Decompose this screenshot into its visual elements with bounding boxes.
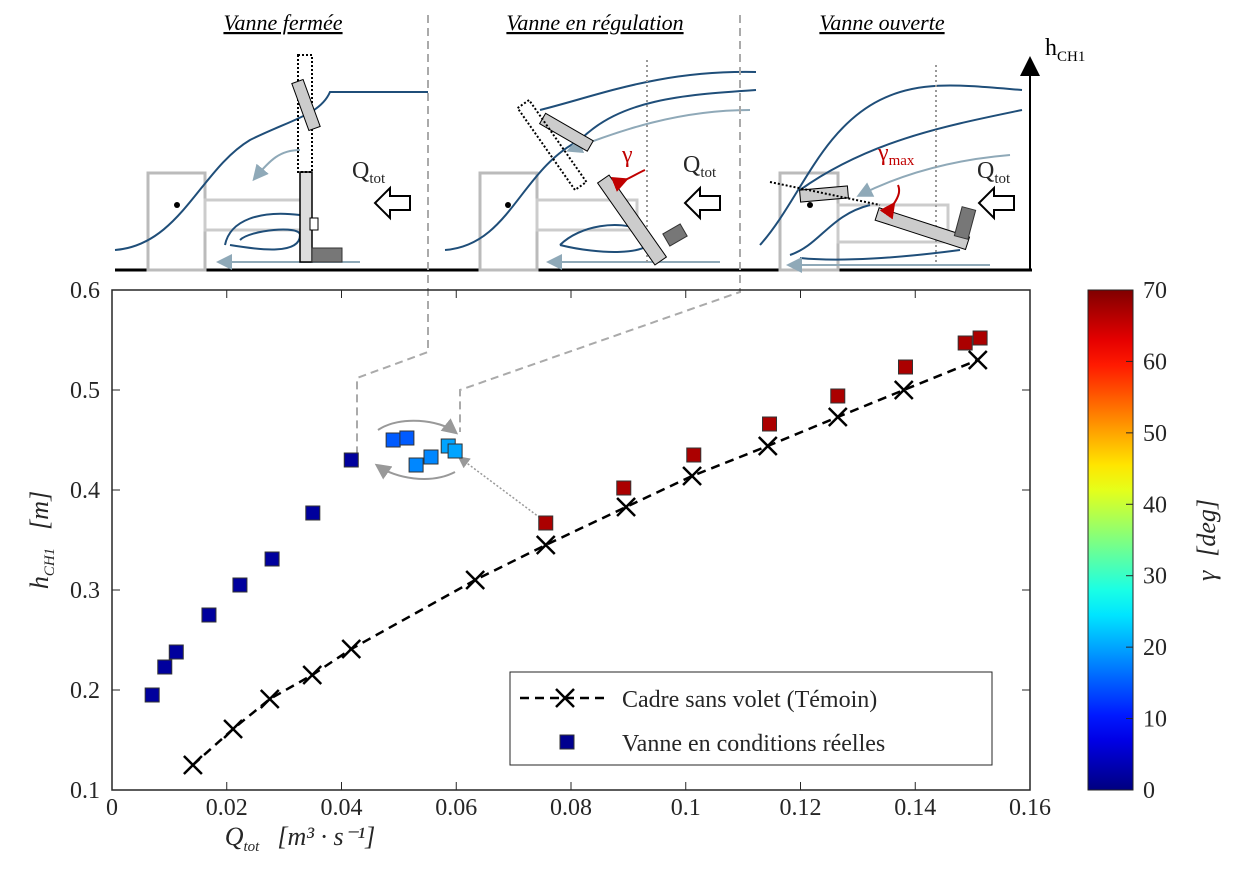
y-label-unit: [m]: [25, 491, 54, 530]
square-marker: [972, 330, 988, 346]
colorbar-tick-label: 0: [1143, 778, 1155, 804]
square-marker: [408, 457, 424, 473]
legend-marker: [555, 688, 575, 708]
flow-sub: tot: [994, 171, 1011, 187]
flow-label: Qtot: [683, 152, 717, 181]
flow-label: Qtot: [352, 158, 386, 187]
x-tick-label: 0.16: [1009, 795, 1051, 821]
colorbar-label-main: γ: [1192, 570, 1221, 581]
y-label-main: h: [25, 576, 54, 589]
legend-label: Cadre sans volet (Témoin): [622, 687, 877, 713]
angle-main: γ: [877, 140, 889, 166]
square-marker: [232, 577, 248, 593]
schematic: [114, 15, 1040, 521]
square-marker: [399, 430, 415, 446]
panel-title: Vanne en régulation: [506, 10, 683, 35]
angle-label: γ: [621, 142, 633, 168]
legend: [509, 671, 993, 766]
axis-main: h: [1045, 35, 1057, 61]
square-marker: [957, 335, 973, 351]
colorbar-tick-label: 40: [1143, 492, 1167, 518]
x-marker: [827, 407, 848, 427]
x-marker: [259, 689, 280, 709]
flow-main: Q: [352, 158, 369, 184]
x-tick-label: 0.06: [435, 795, 477, 821]
square-marker: [144, 687, 160, 703]
colorbar: [1087, 289, 1134, 791]
angle-sub: max: [889, 153, 915, 169]
square-marker: [157, 659, 173, 675]
legend-label: Vanne en conditions réelles: [622, 731, 885, 757]
flow-sub: tot: [700, 165, 717, 181]
axis-label: hCH1: [1045, 35, 1085, 65]
x-tick-label: 0.02: [206, 795, 248, 821]
x-label-unit: [m³ · s⁻¹]: [277, 822, 375, 851]
y-tick-label: 0.4: [70, 478, 100, 504]
colorbar-tick-label: 30: [1143, 564, 1167, 590]
square-marker: [538, 515, 554, 531]
x-marker: [183, 755, 203, 775]
x-marker: [757, 436, 778, 456]
x-tick-label: 0.14: [894, 795, 936, 821]
x-marker: [341, 639, 362, 659]
x-tick-label: 0: [106, 795, 118, 821]
panel-title: Vanne ouverte: [819, 10, 944, 35]
square-marker: [686, 447, 702, 463]
angle-main: γ: [621, 142, 633, 168]
colorbar-unit: [deg]: [1192, 499, 1221, 557]
square-marker: [830, 388, 846, 404]
x-tick-label: 0.08: [550, 795, 592, 821]
colorbar-label: γ [deg]: [1192, 499, 1221, 581]
square-marker: [447, 443, 463, 459]
colorbar-tick-label: 70: [1143, 278, 1167, 304]
square-marker: [264, 551, 280, 567]
x-tick-label: 0.04: [321, 795, 363, 821]
colorbar-tick-label: 60: [1143, 349, 1167, 375]
x-label-main: Q: [225, 822, 244, 851]
x-axis-label: Qtot [m³ · s⁻¹]: [225, 822, 376, 855]
angle-label: γmax: [877, 140, 915, 169]
y-tick-label: 0.6: [70, 278, 100, 304]
x-marker: [465, 570, 486, 590]
x-marker: [967, 350, 988, 370]
x-label-sub: tot: [243, 839, 260, 855]
colorbar-tick-label: 10: [1143, 707, 1167, 733]
square-marker: [616, 480, 632, 496]
square-marker: [201, 607, 217, 623]
y-tick-label: 0.1: [70, 778, 100, 804]
flow-sub: tot: [369, 171, 386, 187]
x-tick-label: 0.12: [780, 795, 822, 821]
colorbar-tick-label: 20: [1143, 635, 1167, 661]
square-marker: [897, 359, 913, 375]
axis-sub: CH1: [1057, 49, 1085, 65]
flow-label: Qtot: [977, 158, 1011, 187]
y-tick-label: 0.3: [70, 578, 100, 604]
square-marker: [385, 432, 401, 448]
square-marker: [423, 449, 439, 465]
y-label-sub: CH1: [42, 548, 58, 576]
x-marker: [616, 497, 636, 517]
x-marker: [682, 466, 702, 486]
y-axis-label: hCH1 [m]: [25, 491, 58, 589]
x-marker: [223, 719, 243, 739]
x-tick-label: 0.1: [671, 795, 701, 821]
panel-title: Vanne fermée: [223, 10, 342, 35]
y-tick-label: 0.5: [70, 378, 100, 404]
flow-main: Q: [977, 158, 994, 184]
square-marker: [168, 644, 184, 660]
x-marker: [535, 535, 556, 555]
square-marker: [343, 452, 359, 468]
square-marker: [762, 416, 778, 432]
y-tick-label: 0.2: [70, 678, 100, 704]
x-marker: [302, 665, 323, 685]
colorbar-tick-label: 50: [1143, 421, 1167, 447]
square-marker: [305, 505, 321, 521]
x-marker: [893, 380, 914, 400]
legend-marker: [559, 734, 575, 750]
flow-main: Q: [683, 152, 700, 178]
